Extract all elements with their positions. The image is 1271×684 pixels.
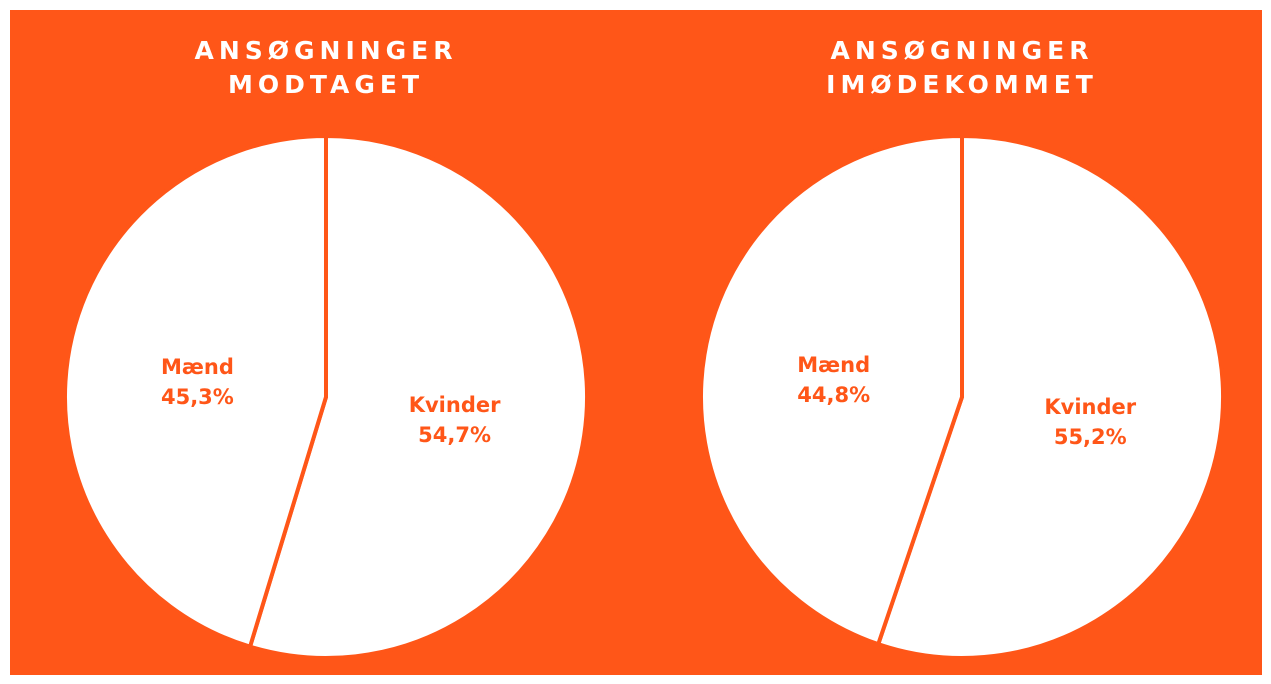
pie-slice (699, 134, 964, 647)
pie-slice (248, 134, 589, 660)
slice-label: Kvinder 55,2% (1044, 395, 1136, 449)
pie-slice (876, 134, 1225, 660)
slice-value: 44,8% (797, 383, 870, 407)
slice-category: Kvinder (1044, 395, 1136, 419)
slice-category: Mænd (797, 353, 870, 377)
slice-category: Mænd (161, 355, 234, 379)
slice-label: Mænd 45,3% (161, 355, 234, 409)
slice-value: 54,7% (418, 423, 491, 447)
slice-category: Kvinder (409, 393, 501, 417)
chart-title: ANSØGNINGER IMØDEKOMMET (826, 36, 1098, 99)
pie-slice (63, 134, 328, 649)
chart-title: ANSØGNINGER MODTAGET (194, 36, 458, 99)
slice-label: Mænd 44,8% (797, 353, 870, 407)
slice-label: Kvinder 54,7% (409, 393, 501, 447)
slice-value: 55,2% (1054, 425, 1127, 449)
slice-value: 45,3% (161, 385, 234, 409)
